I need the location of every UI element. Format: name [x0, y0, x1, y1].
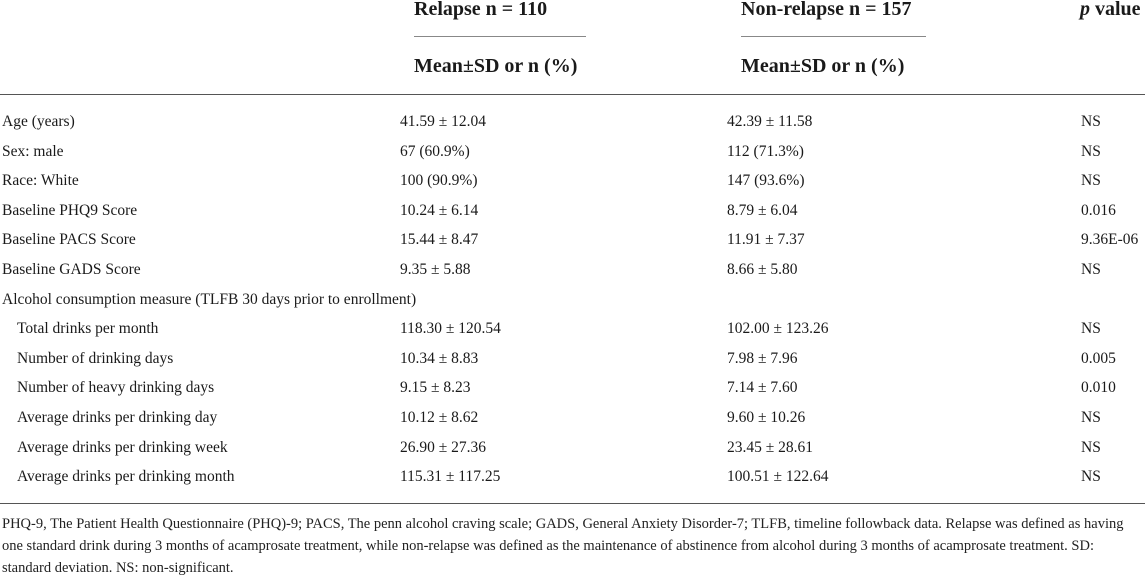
row-label: Number of heavy drinking days: [17, 379, 215, 396]
row-nonrelapse-value: 7.14 ± 7.60: [727, 379, 798, 396]
row-pvalue: NS: [1081, 113, 1101, 130]
row-label: Average drinks per drinking day: [17, 409, 218, 426]
row-relapse-value: 100 (90.9%): [400, 172, 478, 189]
nonrelapse-subheader: Mean±SD or n (%): [741, 55, 905, 77]
row-label: Baseline GADS Score: [2, 261, 141, 278]
row-nonrelapse-value: 9.60 ± 10.26: [727, 409, 806, 426]
nonrelapse-column-header: Non-relapse n = 157: [741, 0, 912, 20]
row-nonrelapse-value: 112 (71.3%): [727, 143, 804, 160]
row-nonrelapse-value: 8.66 ± 5.80: [727, 261, 798, 278]
row-pvalue: NS: [1081, 468, 1101, 485]
row-pvalue: 9.36E-06: [1081, 231, 1139, 248]
table-footnote: PHQ-9, The Patient Health Questionnaire …: [2, 516, 1124, 576]
row-pvalue: NS: [1081, 143, 1101, 160]
row-pvalue: NS: [1081, 320, 1101, 337]
row-nonrelapse-value: 42.39 ± 11.58: [727, 113, 813, 130]
row-relapse-value: 118.30 ± 120.54: [400, 320, 501, 337]
relapse-subheader: Mean±SD or n (%): [414, 55, 578, 77]
table-bottom-rule: [0, 503, 1145, 504]
row-label: Number of drinking days: [17, 350, 174, 367]
nonrelapse-header-rule: [741, 36, 926, 37]
row-pvalue: NS: [1081, 172, 1101, 189]
row-relapse-value: 10.34 ± 8.83: [400, 350, 479, 367]
row-label: Baseline PACS Score: [2, 231, 136, 248]
row-nonrelapse-value: 147 (93.6%): [727, 172, 805, 189]
row-relapse-value: 41.59 ± 12.04: [400, 113, 487, 130]
row-label: Age (years): [2, 113, 75, 130]
row-label: Alcohol consumption measure (TLFB 30 day…: [2, 291, 417, 308]
row-nonrelapse-value: 11.91 ± 7.37: [727, 231, 805, 248]
row-pvalue: 0.010: [1081, 379, 1116, 396]
row-pvalue: 0.016: [1081, 202, 1116, 219]
row-label: Baseline PHQ9 Score: [2, 202, 138, 219]
header-bottom-rule: [0, 94, 1145, 95]
row-relapse-value: 26.90 ± 27.36: [400, 439, 487, 456]
row-relapse-value: 10.24 ± 6.14: [400, 202, 479, 219]
row-relapse-value: 15.44 ± 8.47: [400, 231, 479, 248]
pvalue-p-letter: p: [1080, 0, 1090, 20]
row-label: Average drinks per drinking week: [17, 439, 228, 456]
row-nonrelapse-value: 7.98 ± 7.96: [727, 350, 798, 367]
relapse-column-header: Relapse n = 110: [414, 0, 548, 20]
row-relapse-value: 10.12 ± 8.62: [400, 409, 479, 426]
pvalue-label: value: [1090, 0, 1141, 20]
row-label: Sex: male: [2, 143, 64, 160]
row-relapse-value: 115.31 ± 117.25: [400, 468, 501, 485]
row-pvalue: NS: [1081, 261, 1101, 278]
row-relapse-value: 9.35 ± 5.88: [400, 261, 471, 278]
row-nonrelapse-value: 8.79 ± 6.04: [727, 202, 798, 219]
row-nonrelapse-value: 100.51 ± 122.64: [727, 468, 829, 485]
row-label: Total drinks per month: [17, 320, 159, 337]
relapse-header-rule: [414, 36, 586, 37]
row-relapse-value: 67 (60.9%): [400, 143, 470, 160]
pvalue-column-header: p value: [1080, 0, 1141, 21]
row-nonrelapse-value: 102.00 ± 123.26: [727, 320, 829, 337]
row-relapse-value: 9.15 ± 8.23: [400, 379, 471, 396]
row-label: Average drinks per drinking month: [17, 468, 235, 485]
row-nonrelapse-value: 23.45 ± 28.61: [727, 439, 814, 456]
row-pvalue: 0.005: [1081, 350, 1116, 367]
row-label: Race: White: [2, 172, 79, 189]
row-pvalue: NS: [1081, 409, 1101, 426]
row-pvalue: NS: [1081, 439, 1101, 456]
